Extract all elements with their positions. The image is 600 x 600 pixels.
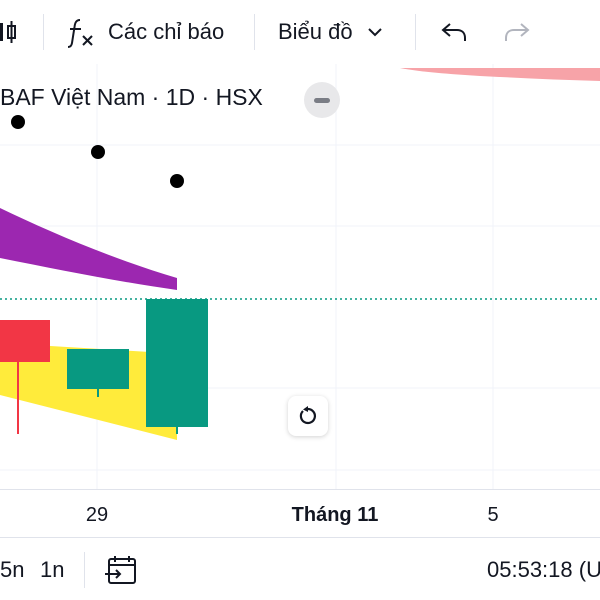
top-toolbar: Các chỉ báo Biểu đồ — [0, 0, 600, 64]
indicators-label: Các chỉ báo — [108, 19, 225, 44]
indicators-button[interactable]: Các chỉ báo — [66, 0, 224, 64]
legend-collapse-button[interactable] — [304, 82, 340, 118]
indicator-dot — [11, 115, 25, 129]
candle-up — [67, 349, 129, 389]
reset-chart-button[interactable] — [288, 396, 328, 436]
bottom-divider — [84, 552, 85, 588]
compare-button[interactable] — [0, 0, 20, 64]
chart-type-button[interactable]: Biểu đồ — [278, 0, 383, 64]
go-to-date-button[interactable] — [104, 538, 138, 600]
indicator-dot — [170, 174, 184, 188]
reset-icon — [299, 406, 316, 425]
chart-pane[interactable] — [0, 64, 600, 489]
fx-icon — [67, 19, 93, 48]
time-tick: Tháng 11 — [291, 504, 379, 526]
compare-bars-icon — [0, 21, 16, 43]
indicator-dot — [91, 145, 105, 159]
time-axis[interactable]: 29 Tháng 11 5 — [0, 489, 600, 537]
range-1n-button[interactable]: 1n — [40, 556, 65, 582]
time-tick: 29 — [85, 504, 109, 526]
chart-type-label: Biểu đồ — [278, 19, 353, 44]
calendar-goto-icon — [105, 555, 136, 584]
redo-button[interactable] — [503, 0, 531, 64]
undo-button[interactable] — [440, 0, 468, 64]
toolbar-divider — [254, 14, 255, 50]
yellow-indicator-band — [0, 343, 177, 440]
toolbar-divider — [43, 14, 44, 50]
range-5n-button[interactable]: 5n — [0, 556, 25, 582]
toolbar-divider — [415, 14, 416, 50]
candle-up — [146, 299, 208, 427]
bottom-toolbar: 5n 1n 05:53:18 (U — [0, 537, 600, 600]
candle-down — [0, 320, 50, 362]
price-chart — [0, 64, 600, 489]
purple-indicator-band — [0, 208, 177, 290]
clock-timezone-button[interactable]: 05:53:18 (U — [487, 556, 600, 582]
time-tick: 5 — [487, 504, 499, 526]
symbol-legend[interactable]: BAF Việt Nam · 1D · HSX — [0, 84, 263, 110]
undo-icon — [441, 23, 466, 41]
red-indicator-band — [400, 68, 600, 81]
redo-icon — [505, 23, 530, 41]
minus-icon — [314, 97, 330, 103]
chevron-down-icon — [367, 28, 382, 37]
